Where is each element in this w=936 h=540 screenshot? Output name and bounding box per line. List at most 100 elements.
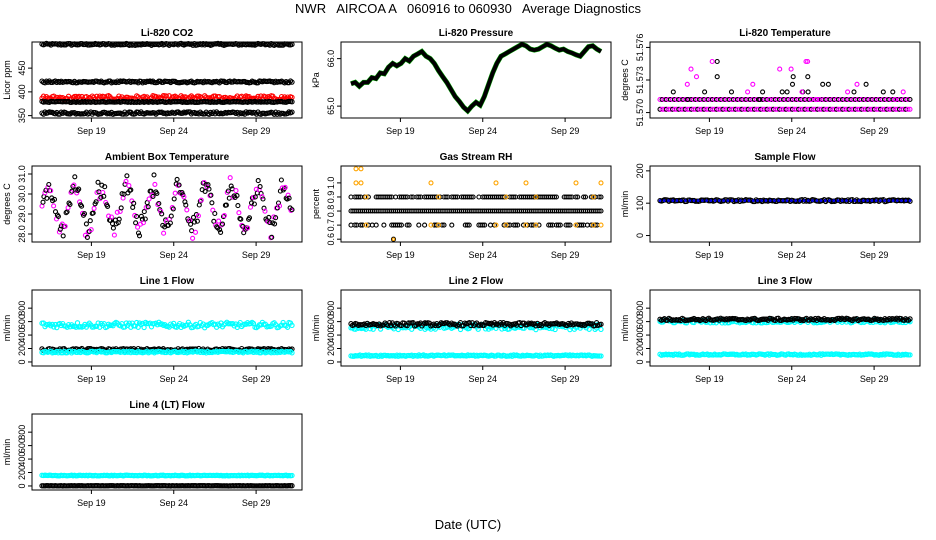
y-tick-label: 400 bbox=[635, 328, 645, 343]
series-line bbox=[350, 42, 602, 114]
panel-title: Line 1 Flow bbox=[140, 276, 195, 287]
y-tick-label: 800 bbox=[17, 425, 27, 440]
data-point bbox=[63, 210, 69, 216]
data-point bbox=[565, 222, 571, 228]
data-point bbox=[211, 218, 217, 224]
data-point bbox=[234, 193, 240, 199]
data-point bbox=[194, 218, 200, 224]
panel-p4: Ambient Box Temperature degrees C 28.0 29.0… bbox=[2, 152, 303, 260]
panel-p3: Li-820 Temperature degrees C 51.570 51.573 5… bbox=[620, 28, 921, 136]
data-point bbox=[381, 222, 387, 228]
data-point bbox=[435, 222, 442, 228]
data-point bbox=[781, 199, 785, 202]
data-point bbox=[221, 213, 227, 219]
data-point bbox=[728, 89, 735, 95]
data-point bbox=[832, 199, 836, 202]
data-point bbox=[130, 204, 136, 210]
data-point bbox=[278, 177, 284, 183]
data-point bbox=[128, 187, 134, 193]
page-title: NWR AIRCOA A 060916 to 060930 Average Di… bbox=[295, 1, 641, 16]
data-point bbox=[857, 199, 861, 202]
data-point bbox=[803, 58, 809, 65]
y-tick-label: 51.573 bbox=[635, 66, 645, 94]
data-point bbox=[819, 199, 823, 202]
data-point bbox=[55, 213, 61, 219]
data-point bbox=[289, 472, 295, 479]
data-point bbox=[598, 194, 604, 200]
data-point bbox=[596, 194, 602, 200]
data-point bbox=[907, 96, 913, 103]
data-point bbox=[113, 79, 119, 86]
plot-frame bbox=[340, 289, 612, 367]
y-tick-label: 28.0 bbox=[17, 225, 27, 243]
data-point bbox=[874, 199, 878, 202]
y-tick-label: 0.6 bbox=[326, 233, 336, 246]
data-point bbox=[760, 199, 764, 202]
x-tick-label: Sep 29 bbox=[242, 498, 271, 508]
data-point bbox=[289, 79, 295, 85]
x-tick-label: Sep 24 bbox=[159, 498, 188, 508]
x-tick-label: Sep 19 bbox=[77, 126, 106, 136]
data-point bbox=[453, 194, 459, 200]
x-tick-label: Sep 29 bbox=[860, 374, 889, 384]
data-point bbox=[40, 199, 46, 205]
data-point bbox=[72, 174, 78, 180]
data-point bbox=[670, 89, 676, 95]
data-point bbox=[503, 222, 509, 228]
y-axis-label: degrees C bbox=[620, 59, 630, 101]
data-point bbox=[790, 199, 793, 202]
y-tick-label: 600 bbox=[17, 314, 27, 329]
data-point bbox=[126, 183, 132, 189]
x-tick-label: Sep 29 bbox=[242, 250, 271, 260]
data-point bbox=[760, 89, 766, 95]
data-point bbox=[802, 197, 808, 203]
data-point bbox=[551, 194, 558, 200]
data-point bbox=[116, 216, 122, 222]
data-point bbox=[815, 199, 819, 202]
data-point bbox=[907, 352, 913, 358]
y-tick-label: 200 bbox=[635, 163, 645, 178]
data-point bbox=[891, 199, 895, 202]
y-tick-label: 0.9 bbox=[326, 191, 336, 204]
data-point bbox=[206, 186, 212, 192]
data-point bbox=[785, 199, 789, 202]
data-point bbox=[260, 196, 266, 202]
data-point bbox=[802, 199, 806, 202]
data-series bbox=[657, 58, 913, 112]
plot-frame bbox=[31, 165, 303, 243]
data-point bbox=[219, 221, 226, 227]
data-point bbox=[567, 222, 573, 228]
data-point bbox=[168, 213, 174, 219]
y-tick-label: 0 bbox=[17, 483, 27, 488]
data-point bbox=[887, 199, 891, 202]
data-point bbox=[555, 222, 561, 228]
data-point bbox=[235, 203, 241, 209]
data-point bbox=[567, 194, 573, 200]
data-point bbox=[466, 222, 472, 228]
data-point bbox=[907, 106, 913, 112]
data-point bbox=[51, 196, 58, 202]
x-tick-label: Sep 19 bbox=[77, 374, 106, 384]
data-point bbox=[218, 229, 224, 235]
panel-title: Sample Flow bbox=[754, 152, 815, 163]
data-point bbox=[136, 233, 143, 239]
data-point bbox=[573, 180, 579, 186]
data-point bbox=[150, 193, 156, 199]
data-point bbox=[511, 194, 517, 200]
data-point bbox=[88, 227, 94, 233]
data-point bbox=[203, 182, 209, 188]
panel-p1: Li-820 CO2 Licor ppm 350 400 450 Sep 19 Sep 24… bbox=[2, 28, 303, 136]
data-point bbox=[91, 205, 97, 211]
data-point bbox=[289, 483, 295, 489]
data-point bbox=[592, 222, 598, 228]
x-tick-label: Sep 19 bbox=[77, 250, 106, 260]
data-point bbox=[111, 232, 117, 238]
y-tick-label: 400 bbox=[17, 452, 27, 467]
y-axis-label: ml/min bbox=[2, 439, 12, 466]
y-tick-label: 0.8 bbox=[326, 205, 336, 218]
data-point bbox=[904, 199, 908, 202]
data-point bbox=[214, 224, 220, 230]
data-point bbox=[159, 211, 165, 217]
